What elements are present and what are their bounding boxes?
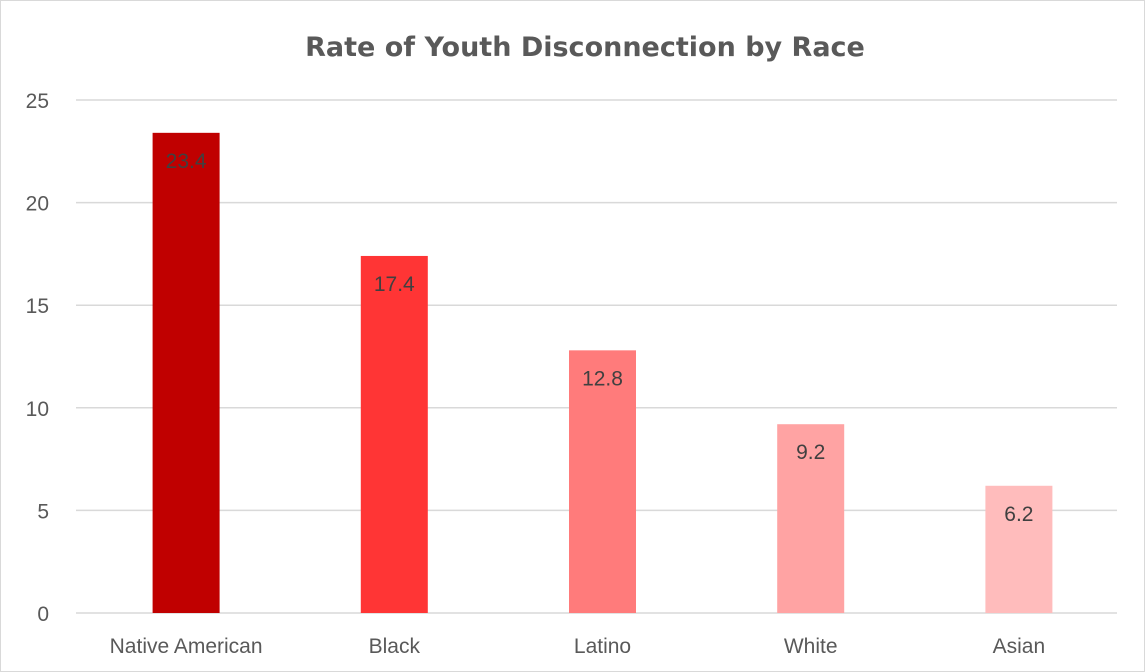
bar-asian	[985, 485, 1053, 613]
x-tick-label: Asian	[993, 635, 1046, 658]
data-labels: 23.4 17.4 12.8 9.2 6.2	[166, 150, 1034, 526]
y-tick-label: 25	[26, 90, 49, 113]
x-axis-tick-labels: Native American Black Latino White Asian	[110, 635, 1046, 658]
y-tick-label: 10	[26, 398, 49, 421]
x-tick-label: Latino	[574, 635, 631, 658]
bar-native-american	[152, 132, 220, 613]
bar-black	[360, 255, 428, 613]
data-label: 17.4	[374, 273, 415, 296]
y-axis-tick-labels: 0 5 10 15 20 25	[26, 90, 49, 626]
y-tick-label: 5	[37, 500, 49, 523]
bar-latino	[569, 350, 636, 613]
bar-white	[777, 424, 845, 613]
x-tick-label: White	[784, 635, 838, 658]
y-tick-label: 20	[26, 193, 49, 216]
data-label: 23.4	[166, 150, 207, 173]
chart-title: Rate of Youth Disconnection by Race	[305, 32, 865, 63]
y-tick-label: 15	[26, 295, 49, 318]
bars	[152, 132, 1053, 613]
x-tick-label: Native American	[110, 635, 263, 658]
data-label: 12.8	[582, 367, 623, 390]
data-label: 9.2	[796, 441, 825, 464]
x-tick-label: Black	[369, 635, 421, 658]
y-tick-label: 0	[37, 603, 49, 626]
data-label: 6.2	[1004, 503, 1033, 526]
